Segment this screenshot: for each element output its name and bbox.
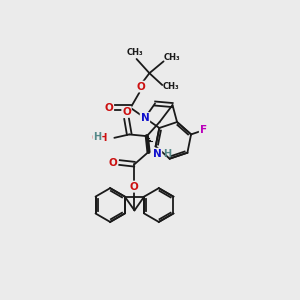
Text: N: N [153,148,161,159]
Text: O: O [122,107,131,117]
Text: OH: OH [91,133,108,143]
Text: N: N [141,113,149,123]
Text: CH₃: CH₃ [164,53,180,62]
Text: CH₃: CH₃ [162,82,179,91]
Text: O: O [136,82,146,92]
Text: H: H [93,132,101,142]
Text: O: O [108,158,117,167]
Text: O: O [104,103,113,113]
Text: CH₃: CH₃ [127,48,143,57]
Text: F: F [200,125,207,135]
Text: H: H [163,148,171,159]
Text: O: O [129,182,138,192]
